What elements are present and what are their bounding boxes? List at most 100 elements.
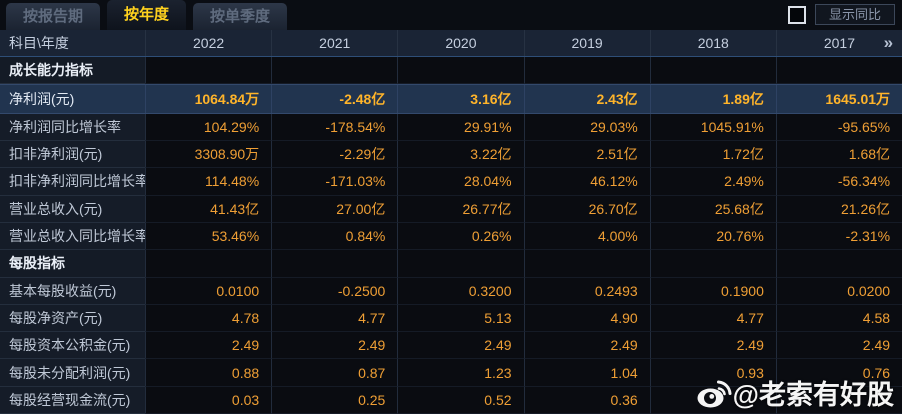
value-cell: 53.46% <box>145 222 272 251</box>
row-label: 扣非净利润同比增长率 <box>0 168 149 196</box>
tab-by-report-period[interactable]: 按报告期 <box>6 3 101 30</box>
value-cell: -95.65% <box>775 113 902 141</box>
value-cell: 0.93 <box>649 359 776 387</box>
value-cell: 0.26% <box>397 222 524 251</box>
value-cell: 27.00亿 <box>271 195 398 223</box>
value-cell: 4.58 <box>775 304 902 333</box>
value-cell <box>523 250 650 278</box>
year-column-header: 2019 <box>523 30 650 56</box>
value-cell: 25.68亿 <box>649 195 776 223</box>
value-cell: 0.0100 <box>145 277 272 305</box>
value-cell: 1.68亿 <box>775 140 902 169</box>
tab-bar: 按报告期 按年度 按单季度 显示同比 <box>0 0 902 30</box>
year-label: 2021 <box>319 35 351 51</box>
value-cell: 2.49 <box>271 332 398 360</box>
tab-by-quarter[interactable]: 按单季度 <box>193 3 288 30</box>
row-label: 营业总收入(元) <box>0 195 145 223</box>
value-cell: -2.29亿 <box>271 140 398 169</box>
value-cell: 26.77亿 <box>397 195 524 223</box>
value-cell: 0.03 <box>145 386 272 414</box>
row-label: 每股指标 <box>0 250 145 278</box>
value-cell: 0.0200 <box>775 277 902 305</box>
next-columns-icon[interactable]: » <box>883 33 894 52</box>
value-cell: 3.16亿 <box>397 85 524 113</box>
value-cell <box>271 250 398 278</box>
value-cell: 46.12% <box>523 168 650 196</box>
show-yoy-checkbox[interactable] <box>787 5 806 24</box>
value-cell: 41.43亿 <box>145 195 272 223</box>
value-cell <box>775 250 902 278</box>
value-cell <box>397 57 524 85</box>
value-cell: 0.1900 <box>649 277 776 305</box>
value-cell <box>145 250 272 278</box>
value-cell: 1.04 <box>523 359 650 387</box>
table-row: 每股经营现金流(元) 0.03 0.25 0.52 0.36 <box>0 386 902 414</box>
row-label: 每股净资产(元) <box>0 304 145 333</box>
value-cell: 0.88 <box>145 359 272 387</box>
value-cell: -171.03% <box>271 168 398 196</box>
value-cell: 29.03% <box>523 113 650 141</box>
table-row: 每股净资产(元) 4.78 4.77 5.13 4.90 4.77 4.58 <box>0 304 902 333</box>
topbar-controls: 显示同比 <box>787 4 895 25</box>
year-column-header: 2020 <box>397 30 523 56</box>
row-label: 成长能力指标 <box>0 57 145 85</box>
table-row: 净利润(元) 1064.84万 -2.48亿 3.16亿 2.43亿 1.89亿 1645.… <box>0 84 902 114</box>
value-cell: 2.43亿 <box>523 85 650 113</box>
value-cell <box>649 57 776 85</box>
corner-header: 科目\年度 <box>9 35 69 51</box>
value-cell: 0.25 <box>271 386 398 414</box>
value-cell <box>523 57 650 85</box>
value-cell: 104.29% <box>145 113 272 141</box>
value-cell: 1064.84万 <box>145 85 272 113</box>
value-cell: 2.49 <box>145 332 272 360</box>
value-cell: 0.2493 <box>523 277 650 305</box>
table-row: 每股指标 <box>0 250 902 278</box>
table-row: 扣非净利润同比增长率 114.48% -171.03% 28.04% 46.12% 2.4… <box>0 168 902 196</box>
value-cell: 28.04% <box>397 168 524 196</box>
table-row: 每股未分配利润(元) 0.88 0.87 1.23 1.04 0.93 0.76 <box>0 359 902 387</box>
value-cell: 3308.90万 <box>145 140 272 169</box>
year-label: 2019 <box>571 35 603 51</box>
value-cell: 1.23 <box>397 359 524 387</box>
value-cell: 0.52 <box>397 386 524 414</box>
row-label: 净利润同比增长率 <box>0 113 145 141</box>
value-cell: 4.90 <box>523 304 650 333</box>
year-label: 2017 <box>823 35 856 51</box>
year-column-header: 2021 <box>271 30 397 56</box>
value-cell: 0.76 <box>775 359 902 387</box>
value-cell: -0.2500 <box>271 277 398 305</box>
value-cell: 1.72亿 <box>649 140 776 169</box>
row-label: 净利润(元) <box>0 85 145 113</box>
value-cell: 4.77 <box>271 304 398 333</box>
value-cell: 4.77 <box>649 304 776 333</box>
value-cell <box>397 250 524 278</box>
value-cell: 0.84% <box>271 222 398 251</box>
year-columns: 2022 2021 2020 2019 2018 2017 » <box>145 30 902 56</box>
value-cell: 5.13 <box>397 304 524 333</box>
value-cell: 29.91% <box>397 113 524 141</box>
value-cell: -2.48亿 <box>271 85 398 113</box>
value-cell: 114.48% <box>145 168 272 196</box>
year-column-header: 2018 <box>649 30 776 56</box>
value-cell <box>271 57 398 85</box>
value-cell <box>649 386 776 414</box>
show-yoy-button[interactable]: 显示同比 <box>814 4 895 25</box>
table-row: 成长能力指标 <box>0 57 902 85</box>
value-cell: 20.76% <box>649 222 776 251</box>
tab-by-year[interactable]: 按年度 <box>107 0 187 30</box>
value-cell: 21.26亿 <box>775 195 902 223</box>
table-row: 营业总收入同比增长率 53.46% 0.84% 0.26% 4.00% 20.76% -2.… <box>0 222 902 251</box>
value-cell: 1645.01万 <box>775 85 902 113</box>
value-cell: 0.87 <box>271 359 398 387</box>
value-cell: 2.51亿 <box>523 140 650 169</box>
value-cell: 2.49 <box>775 332 902 360</box>
value-cell: 4.78 <box>145 304 272 333</box>
value-cell: 1045.91% <box>649 113 776 141</box>
row-label: 每股经营现金流(元) <box>0 386 145 414</box>
value-cell <box>145 57 272 85</box>
value-cell: 2.49 <box>523 332 650 360</box>
table-row: 净利润同比增长率 104.29% -178.54% 29.91% 29.03% 1045.… <box>0 113 902 141</box>
value-cell: 26.70亿 <box>523 195 650 223</box>
table-row: 每股资本公积金(元) 2.49 2.49 2.49 2.49 2.49 2.49 <box>0 332 902 360</box>
